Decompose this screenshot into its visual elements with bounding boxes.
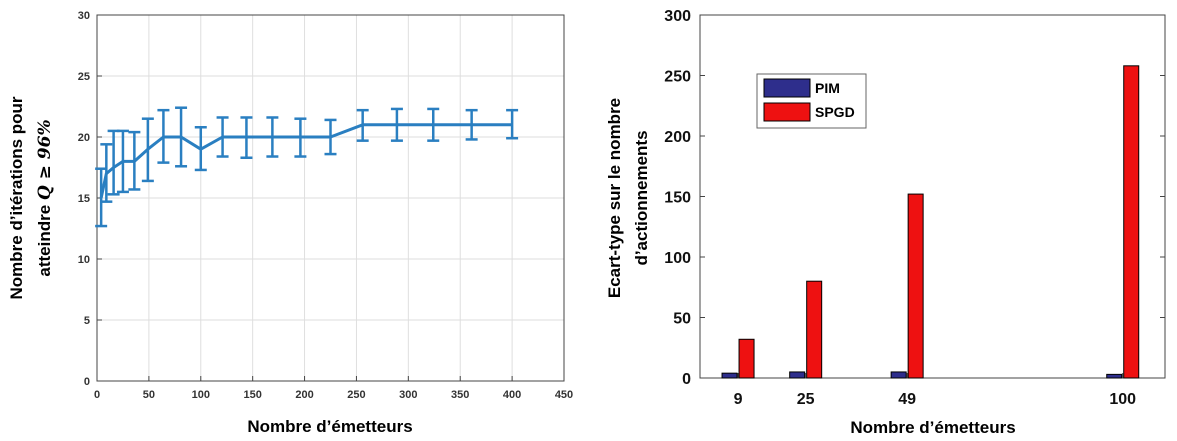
left-y-tick-label: 20: [78, 132, 90, 144]
left-x-tick-label: 300: [399, 389, 417, 401]
left-x-tick-label: 200: [295, 389, 313, 401]
right-y-tick-label: 0: [682, 371, 691, 388]
left-y-tick-label: 30: [78, 10, 90, 22]
right-plot-frame: [699, 14, 1166, 379]
legend-swatch-spgd: [763, 102, 811, 122]
left-y-tick-label: 15: [78, 193, 90, 205]
left-series: [95, 106, 519, 228]
right-y-tick-label: 100: [664, 250, 691, 267]
right-y-tick-label: 50: [673, 311, 691, 328]
left-y-tick-label: 25: [78, 71, 90, 83]
bar-pim-25: [789, 371, 806, 379]
left-x-tick-label: 150: [243, 389, 261, 401]
bar-spgd-100: [1123, 65, 1140, 379]
bar-pim-100: [1106, 373, 1123, 379]
right-y-tick-label: 300: [664, 8, 691, 25]
bar-spgd-25: [806, 280, 823, 379]
left-x-tick-label: 450: [555, 389, 573, 401]
left-ticks: 0 50 100 150 200 250 300 350 400 450 0 5 10 15 20 25 30: [78, 10, 573, 401]
left-y-tick-label: 5: [84, 315, 90, 327]
right-y-axis-title-line2: d’actionnements: [632, 130, 651, 265]
left-y-tick-label: 0: [84, 376, 90, 388]
left-x-tick-label: 100: [192, 389, 210, 401]
left-x-tick-label: 250: [347, 389, 365, 401]
right-x-tick-label: 9: [734, 391, 743, 408]
left-x-tick-label: 350: [451, 389, 469, 401]
right-y-tick-label: 200: [664, 129, 691, 146]
legend-swatch-pim: [763, 78, 811, 98]
bar-pim-9: [721, 372, 738, 379]
right-bars: [721, 65, 1140, 379]
legend-label-spgd: SPGD: [815, 104, 855, 120]
bar-spgd-9: [738, 338, 755, 379]
left-y-tick-label: 10: [78, 254, 90, 266]
left-x-axis-title: Nombre d’émetteurs: [247, 417, 412, 436]
left-x-tick-label: 50: [143, 389, 155, 401]
left-chart: 0 50 100 150 200 250 300 350 400 450051015202530 …: [7, 10, 573, 436]
right-chart: 0 50 100 150 200 250 300 9 25 49 100 PIM SPGD Nomb…: [605, 8, 1166, 437]
left-y-axis-title-line1: Nombre d’itérations pour: [7, 96, 26, 299]
legend-label-pim: PIM: [815, 80, 840, 96]
left-x-tick-label: 400: [503, 389, 521, 401]
bar-pim-49: [890, 371, 907, 379]
right-y-tick-label: 150: [664, 190, 691, 207]
right-x-tick-label: 25: [797, 391, 815, 408]
right-x-tick-label: 100: [1109, 391, 1136, 408]
right-x-tick-label: 49: [898, 391, 916, 408]
right-y-axis-title-line1: Ecart-type sur le nombre: [605, 98, 624, 298]
legend: PIM SPGD: [756, 73, 867, 129]
right-y-tick-label: 250: [664, 69, 691, 86]
left-y-axis-title-line2: atteindre Q ≥ 96%: [35, 119, 55, 276]
right-x-axis-title: Nombre d’émetteurs: [850, 418, 1015, 437]
bar-spgd-49: [907, 193, 924, 379]
right-ticks: 0 50 100 150 200 250 300 9 25 49 100: [664, 8, 1165, 408]
left-x-tick-label: 0: [94, 389, 100, 401]
